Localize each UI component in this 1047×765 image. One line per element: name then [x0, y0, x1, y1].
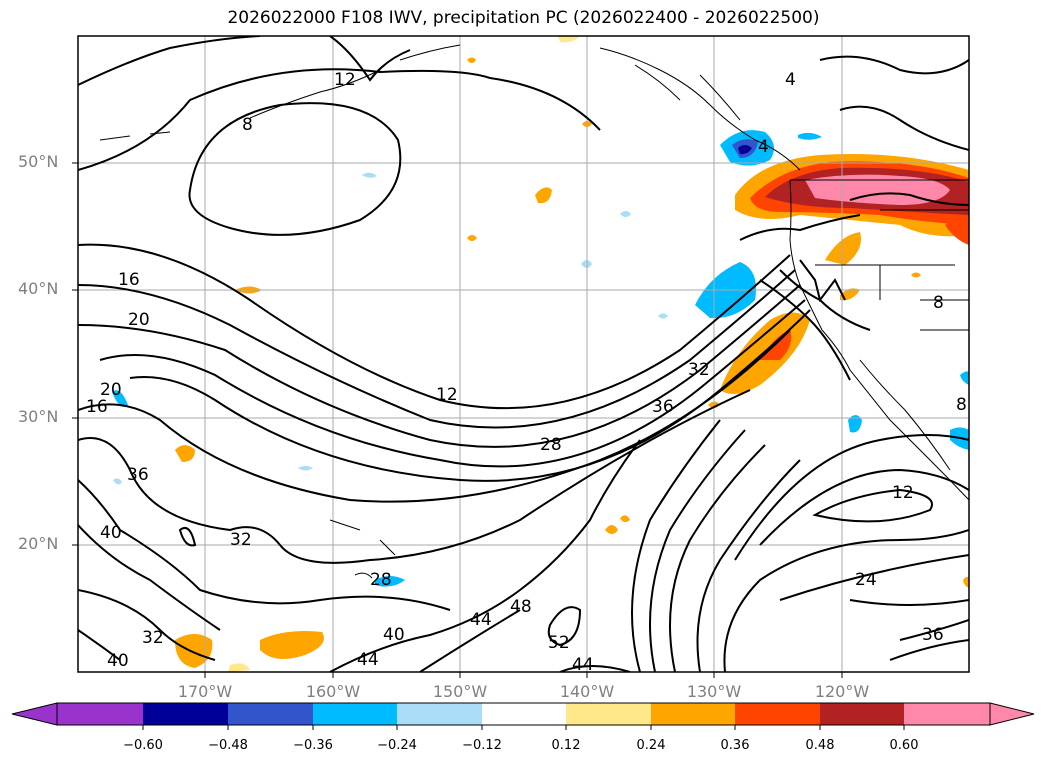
colorbar-bin [228, 703, 313, 725]
lon-label: 140°W [559, 682, 615, 701]
contour-label: 12 [334, 70, 356, 90]
lon-label: 120°W [814, 682, 870, 701]
contour-label: 8 [956, 395, 967, 415]
colorbar-extend-low [11, 702, 58, 726]
contour-label: 44 [357, 650, 379, 670]
axis-ticks [72, 162, 843, 678]
colorbar-tick-label: 0.36 [720, 738, 750, 753]
colorbar-bin [820, 703, 904, 725]
contour-label: 16 [118, 270, 140, 290]
colorbar-bin [566, 703, 651, 725]
colorbar-bin [651, 703, 735, 725]
colorbar-tick-label: −0.36 [293, 738, 333, 753]
contour-label: 44 [572, 655, 594, 675]
map-background [78, 36, 969, 672]
lon-label: 150°W [432, 682, 488, 701]
contour-label: 12 [892, 483, 914, 503]
contour-label: 36 [922, 625, 944, 645]
contour-label: 52 [548, 633, 570, 653]
colorbar-tick-label: −0.24 [377, 738, 417, 753]
contour-label: 4 [758, 137, 769, 157]
contour-label: 48 [510, 597, 532, 617]
colorbar-bin [57, 703, 143, 725]
contour-label: 16 [86, 397, 108, 417]
contour-label: 44 [470, 610, 492, 630]
contour-label: 40 [100, 523, 122, 543]
colorbar-frame [56, 702, 991, 726]
colorbar [11, 702, 1035, 730]
colorbar-bin [735, 703, 820, 725]
lat-label: 50°N [18, 152, 59, 171]
contour-label: 32 [230, 530, 252, 550]
lat-label: 20°N [18, 534, 59, 553]
colorbar-extend-high [989, 702, 1035, 726]
lat-label: 30°N [18, 407, 59, 426]
contour-label: 36 [127, 465, 149, 485]
colorbar-tick-label: −0.12 [462, 738, 502, 753]
colorbar-tick-label: 0.60 [889, 738, 919, 753]
map-frame [77, 35, 970, 673]
contour-label: 28 [540, 435, 562, 455]
contour-label: 8 [933, 293, 944, 313]
contour-label: 20 [100, 380, 122, 400]
colorbar-bin [482, 703, 566, 725]
contour-label: 8 [242, 115, 253, 135]
iwv-contours [78, 36, 969, 672]
colorbar-bin [143, 703, 228, 725]
colorbar-tick-label: 0.24 [636, 738, 666, 753]
colorbar-tick-label: −0.60 [123, 738, 163, 753]
graticule [78, 36, 969, 672]
colorbar-tick-label: 0.48 [805, 738, 835, 753]
contour-label: 28 [370, 570, 392, 590]
lon-label: 170°W [177, 682, 233, 701]
contour-label: 12 [436, 385, 458, 405]
colorbar-bin [397, 703, 482, 725]
contour-label: 32 [688, 360, 710, 380]
contour-label: 20 [128, 310, 150, 330]
contour-label: 40 [107, 651, 129, 671]
map-title: 2026022000 F108 IWV, precipitation PC (2… [227, 8, 820, 28]
lat-label: 40°N [18, 279, 59, 298]
colorbar-bin [904, 703, 990, 725]
contour-label: 24 [855, 570, 877, 590]
contour-labels: 4 4 8 8 8 12 12 12 16 16 20 20 24 28 28 … [86, 70, 967, 675]
contour-label: 40 [383, 625, 405, 645]
contour-label: 4 [785, 70, 796, 90]
colorbar-tick-label: 0.12 [551, 738, 581, 753]
contour-label: 36 [652, 397, 674, 417]
colorbar-tick-label: −0.48 [208, 738, 248, 753]
coastlines [99, 44, 969, 579]
contour-label: 32 [142, 628, 164, 648]
colorbar-bin [313, 703, 397, 725]
lon-label: 160°W [305, 682, 361, 701]
map-plot-area: 4 4 8 8 8 12 12 12 16 16 20 20 24 28 28 … [78, 36, 969, 675]
lon-label: 130°W [686, 682, 742, 701]
